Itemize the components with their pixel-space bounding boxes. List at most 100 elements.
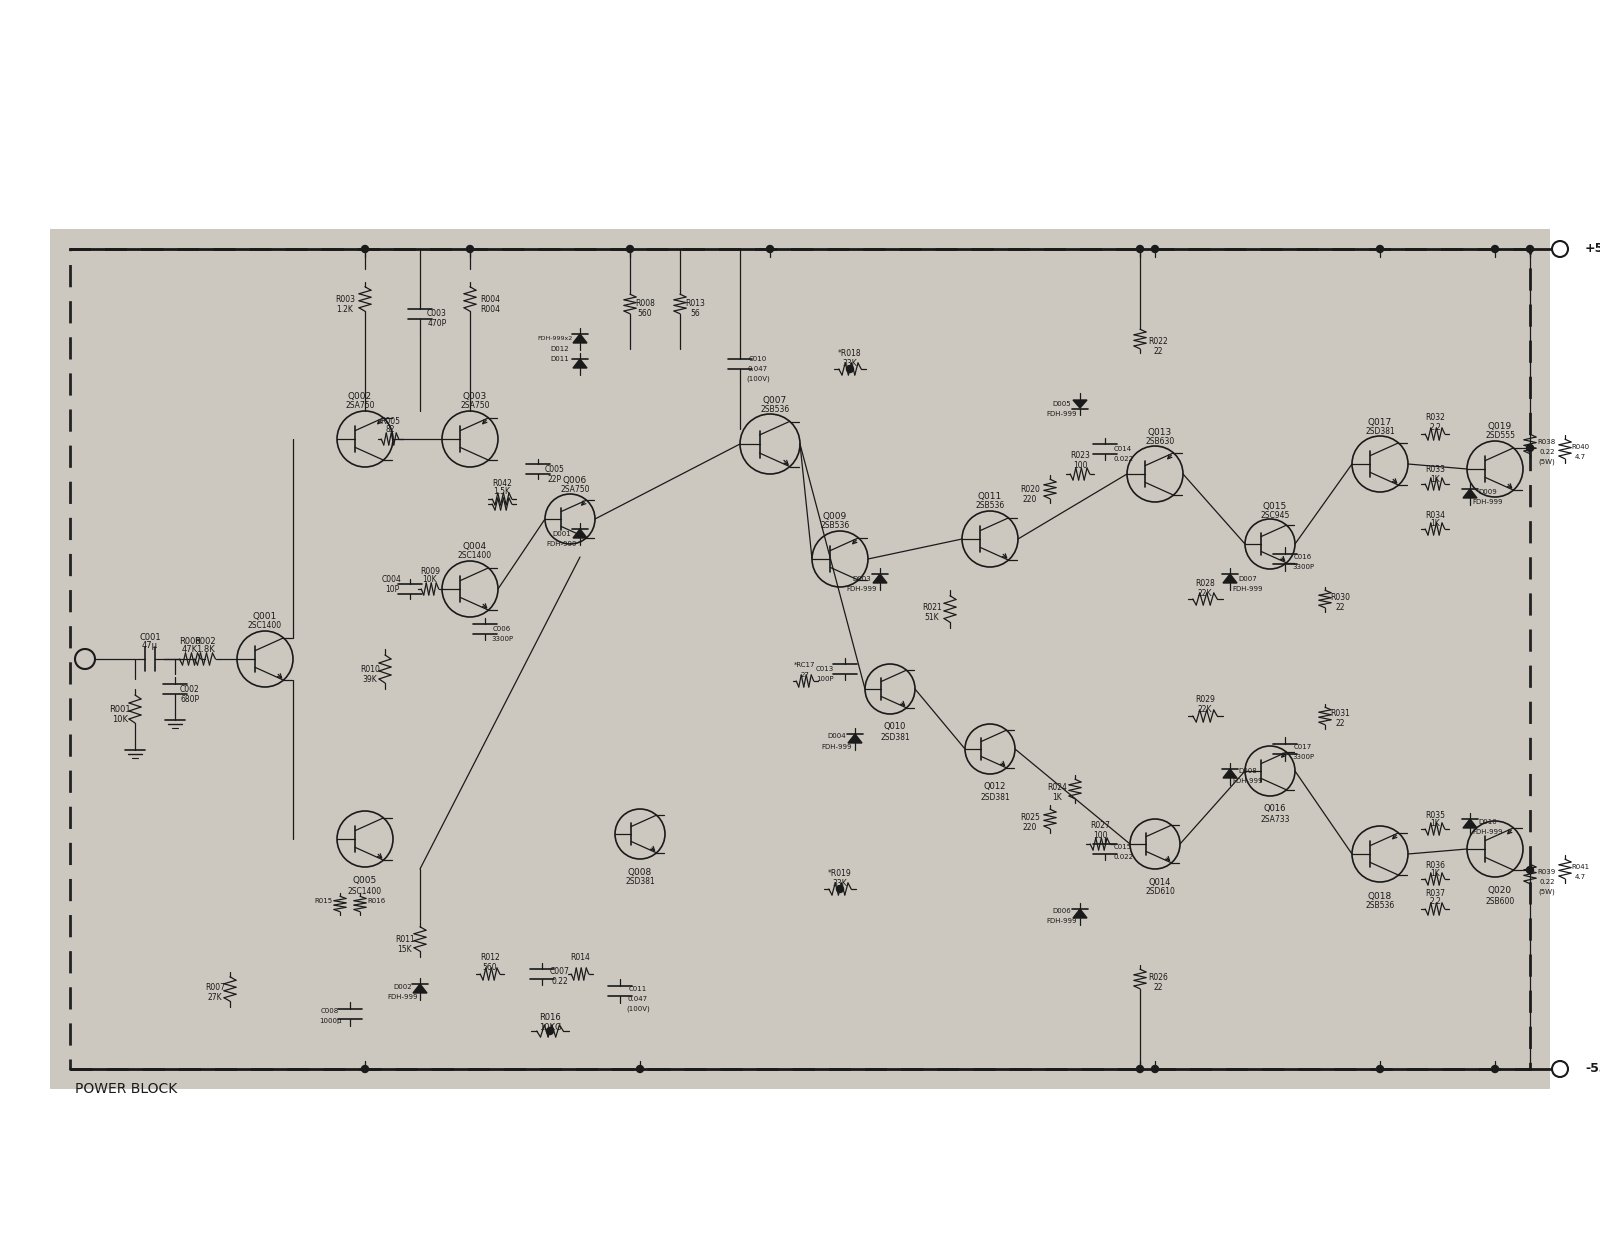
Text: 33K: 33K [843,359,858,367]
Text: R009: R009 [419,567,440,575]
Text: R036: R036 [1426,861,1445,870]
Text: 2SA733: 2SA733 [1261,814,1290,824]
Text: 2SD381: 2SD381 [981,793,1010,802]
Text: Q014: Q014 [1149,877,1171,887]
Text: R034: R034 [1426,511,1445,520]
Text: Q003: Q003 [462,392,486,402]
Text: R031: R031 [1330,710,1350,719]
Text: R022: R022 [1149,336,1168,345]
Text: R007: R007 [205,982,226,992]
Text: 100: 100 [1072,460,1088,470]
Text: R012: R012 [480,954,499,962]
Circle shape [362,1065,368,1072]
Text: Q001: Q001 [253,612,277,621]
Text: (5W): (5W) [1539,459,1555,465]
Polygon shape [1074,400,1086,408]
Text: D010: D010 [1478,819,1498,825]
Text: FDH-999: FDH-999 [387,995,418,999]
Text: FDH-999: FDH-999 [846,586,877,593]
Text: R029: R029 [1195,695,1214,705]
Text: 2SD381: 2SD381 [626,877,654,887]
Text: Q004: Q004 [462,543,486,552]
Text: 56: 56 [690,309,699,318]
Text: 47µ: 47µ [142,642,158,651]
Text: C006: C006 [493,626,510,632]
Text: R027: R027 [1090,821,1110,830]
Circle shape [1526,444,1533,452]
Text: FDH-999: FDH-999 [1232,586,1264,593]
Polygon shape [1074,909,1086,918]
Polygon shape [573,529,587,538]
Text: 680P: 680P [181,694,200,704]
Polygon shape [1462,489,1477,499]
Text: Q016: Q016 [1264,804,1286,814]
Circle shape [766,245,773,252]
Text: 1K: 1K [1430,819,1440,829]
Text: 2SC1400: 2SC1400 [248,621,282,631]
Text: D005: D005 [1053,401,1072,407]
Circle shape [467,245,474,252]
Text: 2SD381: 2SD381 [1365,427,1395,435]
Circle shape [362,245,368,252]
Text: 2SB536: 2SB536 [976,501,1005,511]
Text: R004: R004 [480,294,499,303]
Text: C011: C011 [629,986,646,992]
Text: 1.5K: 1.5K [493,487,510,496]
Text: R015: R015 [314,898,333,904]
Text: 22P: 22P [547,475,562,484]
Text: 10K: 10K [422,575,437,585]
Text: FDH-999: FDH-999 [1046,411,1077,417]
Circle shape [637,1065,643,1072]
Text: 1.8K: 1.8K [195,646,214,654]
Text: 1K: 1K [1430,870,1440,878]
Text: 10K: 10K [112,715,128,724]
Text: 82: 82 [386,426,395,434]
Text: 2SD610: 2SD610 [1146,887,1174,897]
Text: R004: R004 [480,304,499,313]
Text: 27K: 27K [208,992,222,1002]
Text: 15K: 15K [398,945,413,954]
Text: Q017: Q017 [1368,418,1392,427]
Polygon shape [1222,769,1237,778]
Text: 2SA750: 2SA750 [461,402,490,411]
Text: 22: 22 [1336,602,1344,611]
Text: Q011: Q011 [978,492,1002,501]
Text: R033: R033 [1426,465,1445,475]
Text: 2SB600: 2SB600 [1485,897,1515,905]
Text: R040: R040 [1571,444,1589,450]
Text: C013: C013 [816,666,834,672]
Text: C008: C008 [322,1008,339,1014]
Text: C005: C005 [546,465,565,474]
Text: 2SB536: 2SB536 [1365,902,1395,910]
Text: R042: R042 [493,479,512,487]
Text: 22: 22 [1336,720,1344,729]
Text: R039: R039 [1538,870,1557,875]
Text: 2SA750: 2SA750 [560,485,590,495]
Text: D007: D007 [1238,576,1258,581]
Text: *RC17: *RC17 [794,662,816,668]
Text: D004: D004 [827,734,846,738]
Text: 220: 220 [1022,495,1037,503]
Text: C014: C014 [1114,447,1133,452]
Polygon shape [573,359,587,367]
Text: FDH-999x2: FDH-999x2 [538,336,573,341]
Text: D003: D003 [853,576,872,581]
Text: R037: R037 [1426,888,1445,898]
Circle shape [1376,1065,1384,1072]
Text: Q002: Q002 [347,392,373,402]
Text: R006: R006 [179,637,202,646]
Text: FDH-999: FDH-999 [1472,499,1504,505]
Text: 3300P: 3300P [1291,755,1314,760]
Circle shape [837,886,843,893]
Text: (100V): (100V) [626,1006,650,1012]
Text: Q013: Q013 [1147,428,1173,437]
Text: D002: D002 [394,983,413,990]
Text: 2SD555: 2SD555 [1485,432,1515,440]
Text: 0.22: 0.22 [1539,880,1555,884]
Text: C004: C004 [382,574,402,584]
Circle shape [1491,245,1499,252]
Text: R023: R023 [1070,452,1090,460]
Text: FDH-999: FDH-999 [1472,829,1504,835]
Text: Q020: Q020 [1488,887,1512,896]
Text: 100: 100 [1093,830,1107,840]
